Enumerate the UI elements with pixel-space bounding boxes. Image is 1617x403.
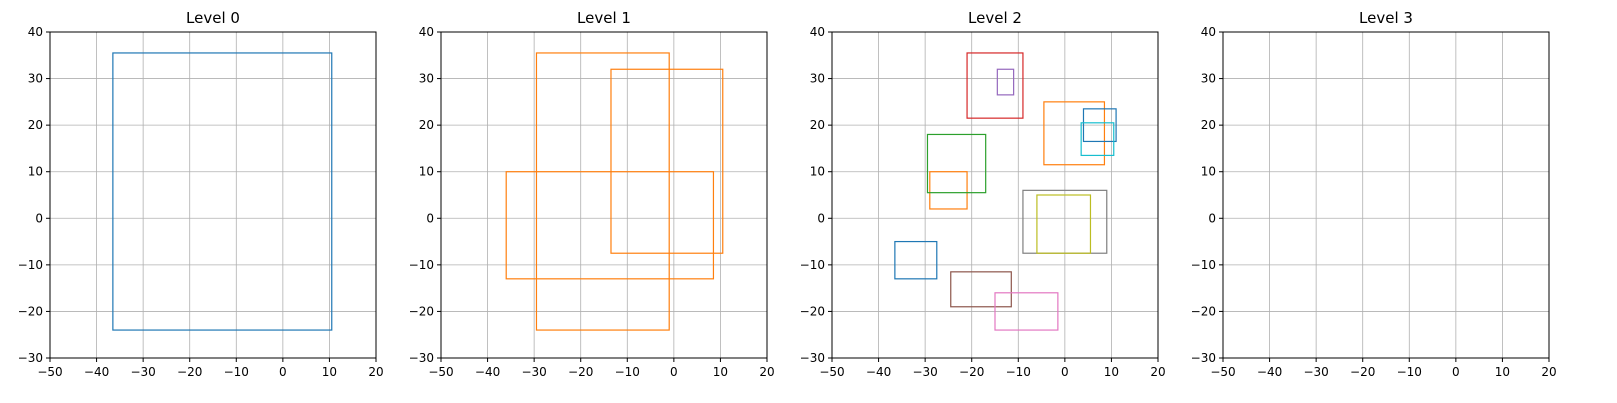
- x-tick-label: −10: [615, 365, 640, 379]
- x-tick-label: −20: [1350, 365, 1375, 379]
- subplot-3: −50 −40 −30 −20 −10 0 10 20 −30 −20 −10 0 10 20 30 40 Le…: [1191, 9, 1557, 379]
- y-tick-label: 10: [1201, 165, 1216, 179]
- subplot-1: −50 −40 −30 −20 −10 0 10 20 −30 −20 −10 0 10 20 30 40 Le…: [409, 9, 775, 379]
- x-tick-label: −30: [521, 365, 546, 379]
- x-tick-label: −50: [428, 365, 453, 379]
- rectangle-6: [994, 292, 1059, 331]
- x-tick-label: −40: [1257, 365, 1282, 379]
- rectangle-2: [505, 171, 715, 280]
- x-tick-label: −10: [224, 365, 249, 379]
- subplot-title: Level 2: [968, 9, 1022, 27]
- y-tick-label: 10: [419, 165, 434, 179]
- x-tick-label: −20: [959, 365, 984, 379]
- x-tick-label: 0: [670, 365, 678, 379]
- x-tick-label: 10: [322, 365, 337, 379]
- y-tick-label: 20: [419, 118, 434, 132]
- rectangle-11: [1080, 122, 1115, 157]
- y-tick-label: 0: [35, 211, 43, 225]
- y-tick-label: 20: [1201, 118, 1216, 132]
- y-tick-label: −10: [800, 258, 825, 272]
- x-tick-label: 10: [713, 365, 728, 379]
- subplot-2: −50 −40 −30 −20 −10 0 10 20 −30 −20 −10 0 10 20 30 40 Le…: [800, 9, 1166, 379]
- subplot-0: −50 −40 −30 −20 −10 0 10 20 −30 −20 −10 0 10 20 30 40 Le…: [18, 9, 384, 379]
- x-tick-label: −40: [475, 365, 500, 379]
- x-tick-label: −20: [177, 365, 202, 379]
- rectangle-2: [926, 133, 987, 194]
- y-tick-label: 0: [426, 211, 434, 225]
- y-tick-label: 20: [28, 118, 43, 132]
- y-tick-label: 10: [810, 165, 825, 179]
- y-tick-label: 20: [810, 118, 825, 132]
- x-tick-label: 0: [279, 365, 287, 379]
- axes-frame: [49, 31, 377, 359]
- y-tick-label: −20: [409, 304, 434, 318]
- rectangle-9: [1043, 101, 1106, 166]
- x-tick-label: −10: [1397, 365, 1422, 379]
- x-tick-label: 20: [759, 365, 774, 379]
- rectangle-0: [535, 52, 670, 331]
- x-tick-label: 10: [1104, 365, 1119, 379]
- y-tick-label: 30: [810, 72, 825, 86]
- x-tick-label: −30: [912, 365, 937, 379]
- rectangle-5: [950, 271, 1012, 308]
- y-tick-label: −20: [1191, 304, 1216, 318]
- axes-frame: [1222, 31, 1550, 359]
- y-tick-label: 0: [817, 211, 825, 225]
- y-tick-label: 40: [419, 25, 434, 39]
- x-tick-label: −20: [568, 365, 593, 379]
- y-tick-label: −10: [409, 258, 434, 272]
- y-tick-label: 30: [28, 72, 43, 86]
- y-tick-label: 40: [1201, 25, 1216, 39]
- x-tick-label: 10: [1495, 365, 1510, 379]
- subplot-title: Level 3: [1359, 9, 1413, 27]
- y-tick-label: −30: [18, 351, 43, 365]
- y-tick-label: −20: [800, 304, 825, 318]
- subplot-title: Level 1: [577, 9, 631, 27]
- y-tick-label: 40: [810, 25, 825, 39]
- rectangle-0: [894, 240, 938, 280]
- x-tick-label: −50: [1210, 365, 1235, 379]
- y-tick-label: −30: [409, 351, 434, 365]
- y-tick-label: 0: [1208, 211, 1216, 225]
- y-tick-label: −30: [1191, 351, 1216, 365]
- x-tick-label: 0: [1452, 365, 1460, 379]
- x-tick-label: −10: [1006, 365, 1031, 379]
- x-tick-label: 20: [1541, 365, 1556, 379]
- y-tick-label: 30: [419, 72, 434, 86]
- y-tick-label: −10: [18, 258, 43, 272]
- rectangle-4: [996, 68, 1015, 96]
- y-tick-label: −10: [1191, 258, 1216, 272]
- x-tick-label: −50: [37, 365, 62, 379]
- rectangle-10: [1082, 108, 1117, 143]
- x-tick-label: 20: [1150, 365, 1165, 379]
- x-tick-label: −40: [866, 365, 891, 379]
- x-tick-label: −40: [84, 365, 109, 379]
- rectangle-1: [929, 171, 968, 210]
- x-tick-label: −30: [1303, 365, 1328, 379]
- rectangle-1: [610, 68, 724, 254]
- subplot-title: Level 0: [186, 9, 240, 27]
- rectangle-0: [112, 52, 333, 331]
- y-tick-label: −20: [18, 304, 43, 318]
- y-tick-label: −30: [800, 351, 825, 365]
- y-tick-label: 30: [1201, 72, 1216, 86]
- y-tick-label: 10: [28, 165, 43, 179]
- x-tick-label: 0: [1061, 365, 1069, 379]
- rectangle-3: [966, 52, 1024, 119]
- x-tick-label: −30: [130, 365, 155, 379]
- y-tick-label: 40: [28, 25, 43, 39]
- x-tick-label: 20: [368, 365, 383, 379]
- axes-frame: [440, 31, 768, 359]
- axes-frame: [831, 31, 1159, 359]
- rectangle-8: [1036, 194, 1092, 254]
- x-tick-label: −50: [819, 365, 844, 379]
